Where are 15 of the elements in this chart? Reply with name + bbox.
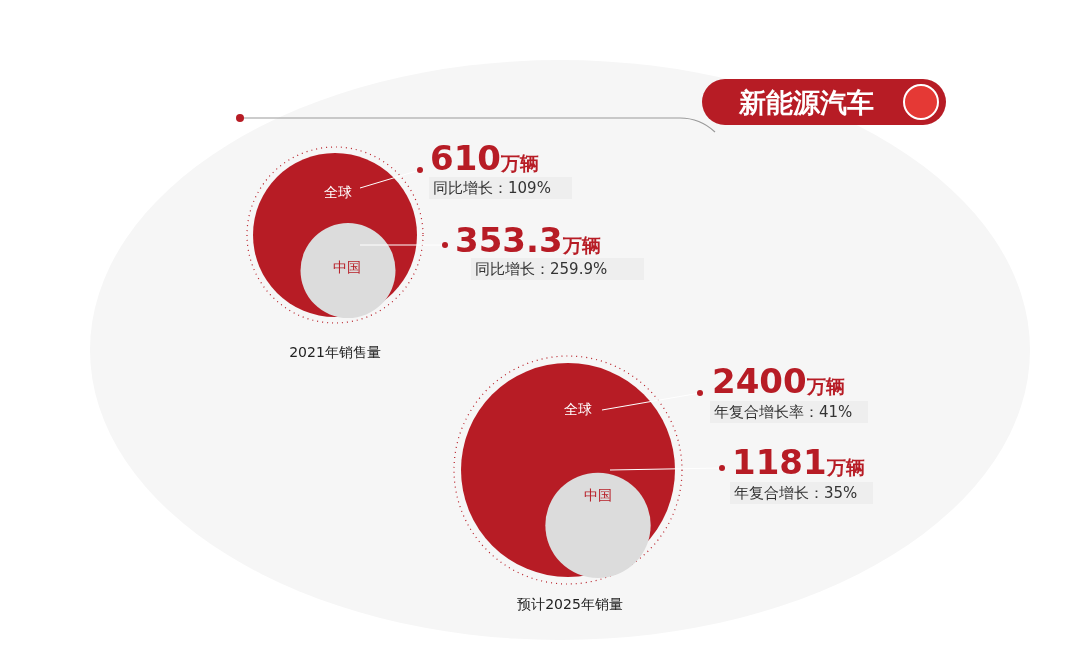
text: 同比增长：109% xyxy=(433,179,551,197)
text: 同比增长：259.9% xyxy=(475,260,608,278)
category-label: 中国 xyxy=(333,259,361,275)
text: 预计2025年销量 xyxy=(517,596,623,612)
category-label: 全球 xyxy=(324,184,352,200)
category-label: 全球 xyxy=(564,401,592,417)
category-label: 中国 xyxy=(584,487,612,503)
text: 2021年销售量 xyxy=(289,344,381,360)
text: 新能源汽车 xyxy=(737,87,874,118)
data-label: 1181万辆 xyxy=(732,442,865,482)
text: 年复合增长率：41% xyxy=(714,403,853,421)
data-label: 610万辆 xyxy=(430,138,539,178)
data-label: 353.3万辆 xyxy=(455,220,601,260)
text: 年复合增长：35% xyxy=(734,484,858,502)
data-label: 2400万辆 xyxy=(712,361,845,401)
